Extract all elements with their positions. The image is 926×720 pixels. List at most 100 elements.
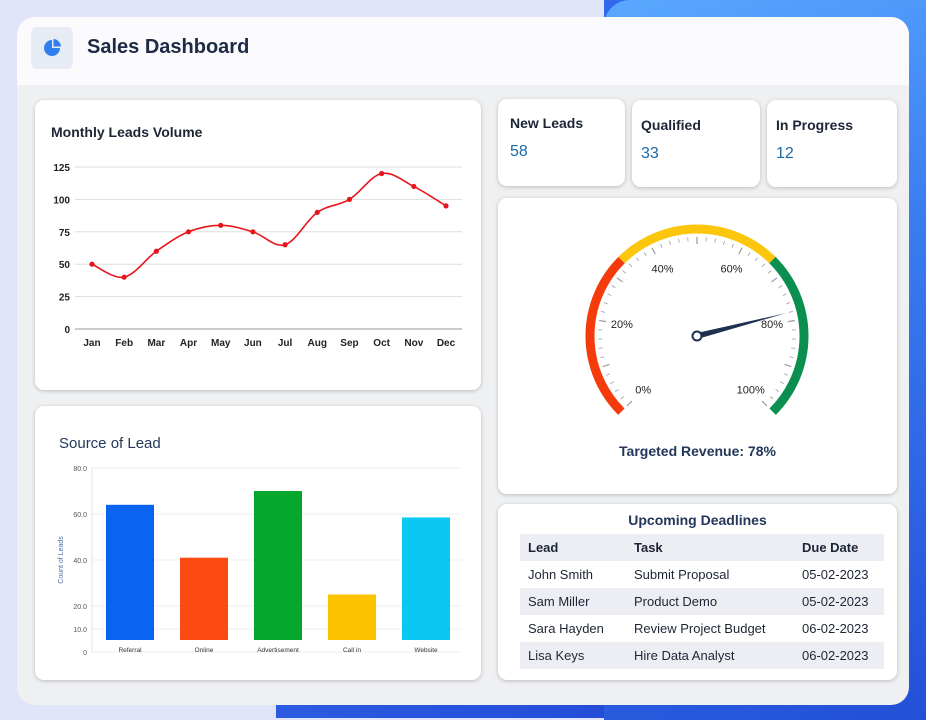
x-tick-label: Aug — [308, 338, 327, 349]
data-point — [122, 275, 127, 280]
gauge-tick — [739, 248, 742, 254]
gauge-tick-label: 0% — [635, 385, 651, 397]
y-tick-label: 20.0 — [73, 604, 87, 611]
task-cell: Product Demo — [626, 588, 794, 615]
table-row[interactable]: Lisa Keys Hire Data Analyst 06-02-2023 — [520, 642, 884, 669]
lead-cell: Lisa Keys — [520, 642, 626, 669]
bar — [180, 558, 228, 640]
leads-series-line — [92, 173, 446, 277]
x-tick-label: Jan — [83, 338, 100, 349]
x-tick-label: Oct — [373, 338, 390, 349]
lead-cell: Sam Miller — [520, 588, 626, 615]
x-tick-label: May — [211, 338, 231, 349]
y-axis-label: Count of Leads — [58, 536, 65, 584]
kpi-value: 58 — [510, 143, 528, 161]
gauge-tick — [599, 348, 603, 349]
gauge-tick — [612, 286, 615, 288]
gauge-tick — [770, 397, 773, 400]
gauge-tick — [627, 401, 632, 406]
gauge-tick — [788, 321, 795, 322]
gauge-caption: Targeted Revenue: 78% — [498, 443, 897, 459]
due-date-cell: 06-02-2023 — [794, 615, 884, 642]
due-date-cell: 06-02-2023 — [794, 642, 884, 669]
gauge-low-band — [590, 260, 622, 412]
deadlines-card: Upcoming Deadlines Lead Task Due Date Jo… — [498, 504, 897, 680]
column-header-due-date[interactable]: Due Date — [794, 534, 884, 561]
y-tick-label: 50 — [59, 260, 71, 271]
gauge-tick — [678, 239, 679, 243]
deadlines-table: Lead Task Due Date John Smith Submit Pro… — [520, 534, 884, 669]
kpi-card-qualified[interactable]: Qualified 33 — [632, 100, 760, 187]
y-tick-label: 0 — [64, 325, 70, 336]
y-tick-label: 40.0 — [73, 558, 87, 565]
gauge-hub — [693, 332, 702, 341]
gauge-tick — [790, 357, 794, 358]
gauge-tick — [661, 244, 662, 248]
gauge-tick — [768, 271, 771, 274]
gauge-tick — [623, 271, 626, 274]
gauge-tick — [600, 357, 604, 358]
kpi-label: Qualified — [641, 117, 701, 133]
kpi-value: 12 — [776, 145, 794, 163]
gauge-tick — [762, 401, 767, 406]
x-tick-label: Nov — [404, 338, 423, 349]
lead-cell: John Smith — [520, 561, 626, 588]
column-header-lead[interactable]: Lead — [520, 534, 626, 561]
gauge-tick — [603, 364, 610, 366]
gauge-tick — [621, 397, 624, 400]
table-row[interactable]: Sam Miller Product Demo 05-02-2023 — [520, 588, 884, 615]
x-tick-label: Dec — [437, 338, 456, 349]
bar — [106, 505, 154, 640]
x-tick-label: Feb — [115, 338, 133, 349]
x-tick-label: Apr — [180, 338, 197, 349]
gauge-tick — [780, 382, 784, 384]
x-tick-label: Website — [414, 647, 438, 654]
table-row[interactable]: Sara Hayden Review Project Budget 06-02-… — [520, 615, 884, 642]
data-point — [347, 197, 352, 202]
due-date-cell: 05-02-2023 — [794, 588, 884, 615]
x-tick-label: Jun — [244, 338, 262, 349]
gauge-tick — [748, 252, 750, 255]
gauge-tick — [783, 294, 787, 296]
y-tick-label: 25 — [59, 293, 71, 304]
task-cell: Hire Data Analyst — [626, 642, 794, 669]
gauge-tick — [599, 321, 606, 322]
data-point — [443, 203, 448, 208]
gauge-tick — [789, 311, 793, 312]
gauge-tick-label: 100% — [737, 385, 765, 397]
gauge-tick — [715, 239, 716, 243]
data-point — [282, 242, 287, 247]
gauge-tick — [652, 248, 655, 254]
y-tick-label: 125 — [53, 163, 70, 174]
column-header-task[interactable]: Task — [626, 534, 794, 561]
data-point — [218, 223, 223, 228]
gauge-tick — [724, 241, 725, 245]
y-tick-label: 100 — [53, 195, 70, 206]
x-tick-label: Mar — [147, 338, 165, 349]
gauge-tick — [784, 374, 788, 376]
gauge-tick-label: 20% — [611, 319, 633, 331]
gauge-tick — [762, 264, 765, 267]
logo[interactable] — [31, 27, 73, 69]
y-tick-label: 80.0 — [73, 466, 87, 473]
data-point — [315, 210, 320, 215]
gauge-tick — [786, 302, 790, 303]
gauge-mid-band — [622, 229, 773, 260]
gauge-tick — [771, 278, 777, 282]
x-tick-label: Call in — [343, 647, 361, 654]
x-tick-label: Sep — [340, 338, 358, 349]
y-tick-label: 10.0 — [73, 627, 87, 634]
gauge-tick — [755, 258, 757, 261]
x-tick-label: Referral — [118, 647, 142, 654]
data-point — [89, 262, 94, 267]
table-row[interactable]: John Smith Submit Proposal 05-02-2023 — [520, 561, 884, 588]
gauge-tick — [644, 252, 646, 255]
kpi-card-new-leads[interactable]: New Leads 58 — [498, 99, 625, 186]
bar — [402, 517, 450, 640]
y-tick-label: 75 — [59, 228, 71, 239]
kpi-card-in-progress[interactable]: In Progress 12 — [767, 100, 897, 187]
gauge-high-band — [772, 260, 804, 412]
